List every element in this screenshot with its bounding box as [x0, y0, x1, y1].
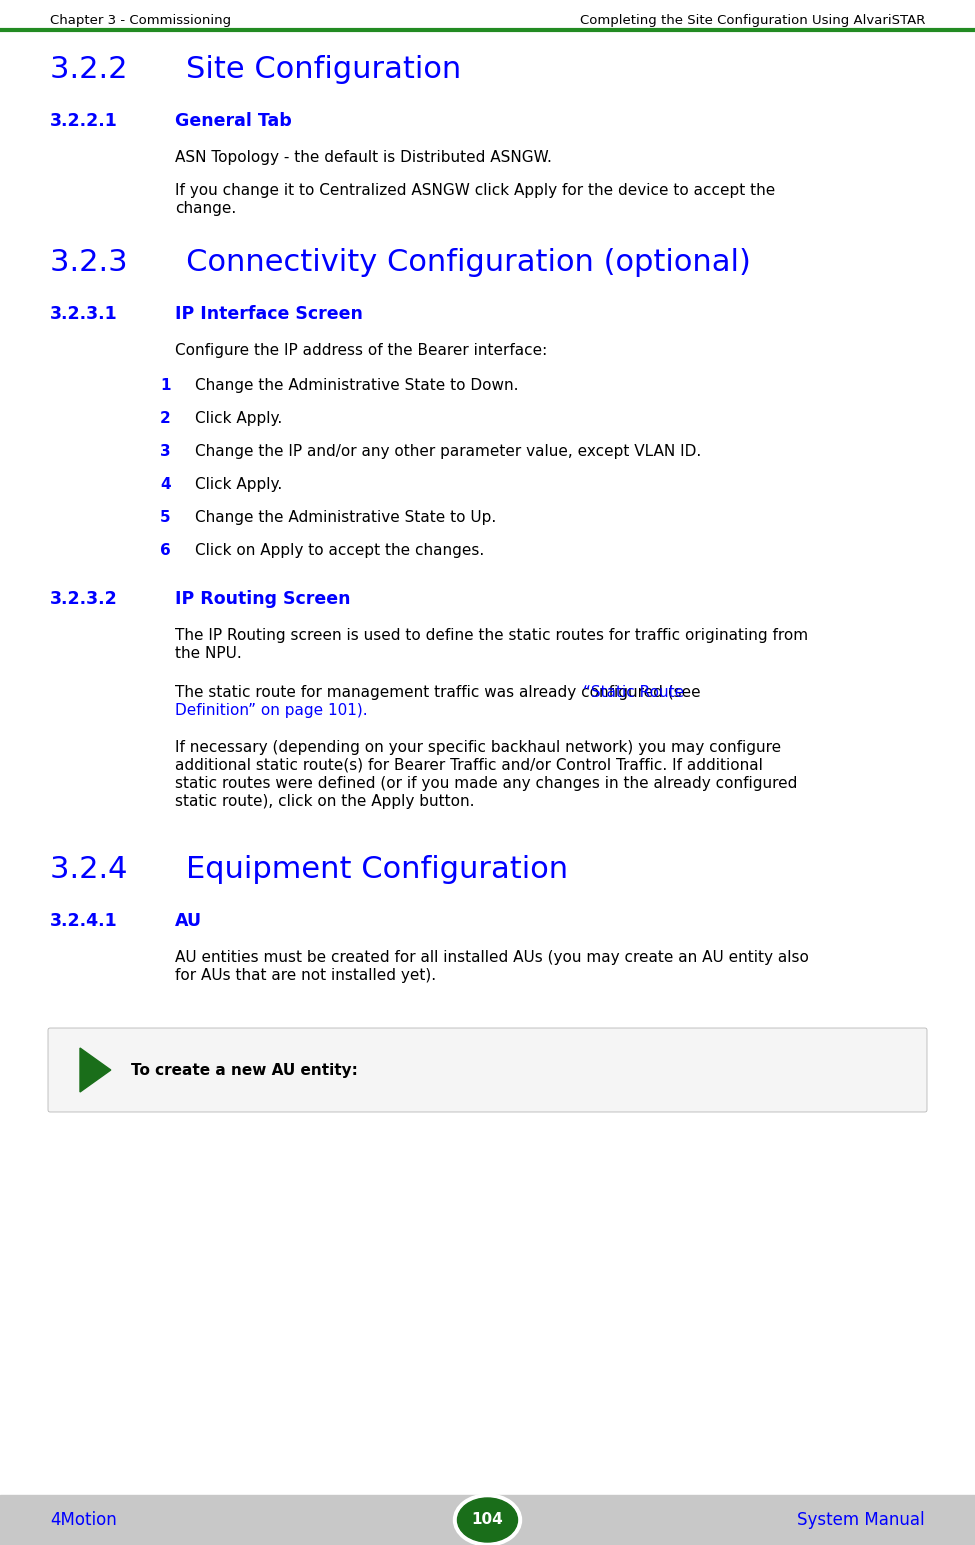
Text: The IP Routing screen is used to define the static routes for traffic originatin: The IP Routing screen is used to define …	[175, 627, 808, 643]
Bar	[0, 1496, 975, 1545]
Text: 3.2.3.2: 3.2.3.2	[50, 590, 118, 609]
FancyBboxPatch shape	[48, 1027, 927, 1112]
Text: additional static route(s) for Bearer Traffic and/or Control Traffic. If additio: additional static route(s) for Bearer Tr…	[175, 759, 762, 772]
Text: change.: change.	[175, 201, 236, 216]
Text: 2: 2	[160, 411, 171, 426]
Text: 3: 3	[160, 443, 171, 459]
Text: ASN Topology - the default is Distributed ASNGW.: ASN Topology - the default is Distribute…	[175, 150, 552, 165]
Text: System Manual: System Manual	[798, 1511, 925, 1530]
Text: If necessary (depending on your specific backhaul network) you may configure: If necessary (depending on your specific…	[175, 740, 781, 756]
Text: for AUs that are not installed yet).: for AUs that are not installed yet).	[175, 969, 436, 983]
Text: The static route for management traffic was already configured (see: The static route for management traffic …	[175, 684, 706, 700]
Text: IP Routing Screen: IP Routing Screen	[175, 590, 350, 609]
Text: Click Apply.: Click Apply.	[195, 411, 282, 426]
Polygon shape	[80, 1048, 111, 1092]
Text: IP Interface Screen: IP Interface Screen	[175, 304, 363, 323]
Text: 3.2.4      Equipment Configuration: 3.2.4 Equipment Configuration	[50, 854, 568, 884]
Text: 4: 4	[160, 477, 171, 491]
Text: 1: 1	[160, 379, 171, 392]
Text: Change the IP and/or any other parameter value, except VLAN ID.: Change the IP and/or any other parameter…	[195, 443, 701, 459]
Text: 104: 104	[472, 1513, 503, 1528]
Text: 5: 5	[160, 510, 171, 525]
Text: Configure the IP address of the Bearer interface:: Configure the IP address of the Bearer i…	[175, 343, 547, 358]
Text: AU entities must be created for all installed AUs (you may create an AU entity a: AU entities must be created for all inst…	[175, 950, 809, 966]
Text: AU: AU	[175, 912, 202, 930]
Text: 6: 6	[160, 542, 171, 558]
Text: 3.2.2      Site Configuration: 3.2.2 Site Configuration	[50, 56, 461, 83]
Ellipse shape	[457, 1499, 518, 1542]
Text: 3.2.4.1: 3.2.4.1	[50, 912, 118, 930]
Text: 3.2.3.1: 3.2.3.1	[50, 304, 118, 323]
Text: To create a new AU entity:: To create a new AU entity:	[131, 1063, 358, 1077]
Text: Completing the Site Configuration Using AlvariSTAR: Completing the Site Configuration Using …	[579, 14, 925, 26]
Text: General Tab: General Tab	[175, 111, 292, 130]
Text: Click Apply.: Click Apply.	[195, 477, 282, 491]
Text: static routes were defined (or if you made any changes in the already configured: static routes were defined (or if you ma…	[175, 776, 798, 791]
Ellipse shape	[453, 1494, 522, 1545]
Text: Click on Apply to accept the changes.: Click on Apply to accept the changes.	[195, 542, 485, 558]
Text: the NPU.: the NPU.	[175, 646, 242, 661]
Text: Change the Administrative State to Up.: Change the Administrative State to Up.	[195, 510, 496, 525]
Text: Definition” on page 101).: Definition” on page 101).	[175, 703, 368, 718]
Text: 3.2.3      Connectivity Configuration (optional): 3.2.3 Connectivity Configuration (option…	[50, 249, 751, 277]
Text: Change the Administrative State to Down.: Change the Administrative State to Down.	[195, 379, 519, 392]
Text: “Static Route: “Static Route	[583, 684, 684, 700]
Text: If you change it to Centralized ASNGW click Apply for the device to accept the: If you change it to Centralized ASNGW cl…	[175, 182, 775, 198]
Text: Chapter 3 - Commissioning: Chapter 3 - Commissioning	[50, 14, 231, 26]
Text: static route), click on the Apply button.: static route), click on the Apply button…	[175, 794, 475, 810]
Text: 3.2.2.1: 3.2.2.1	[50, 111, 118, 130]
Text: 4Motion: 4Motion	[50, 1511, 117, 1530]
